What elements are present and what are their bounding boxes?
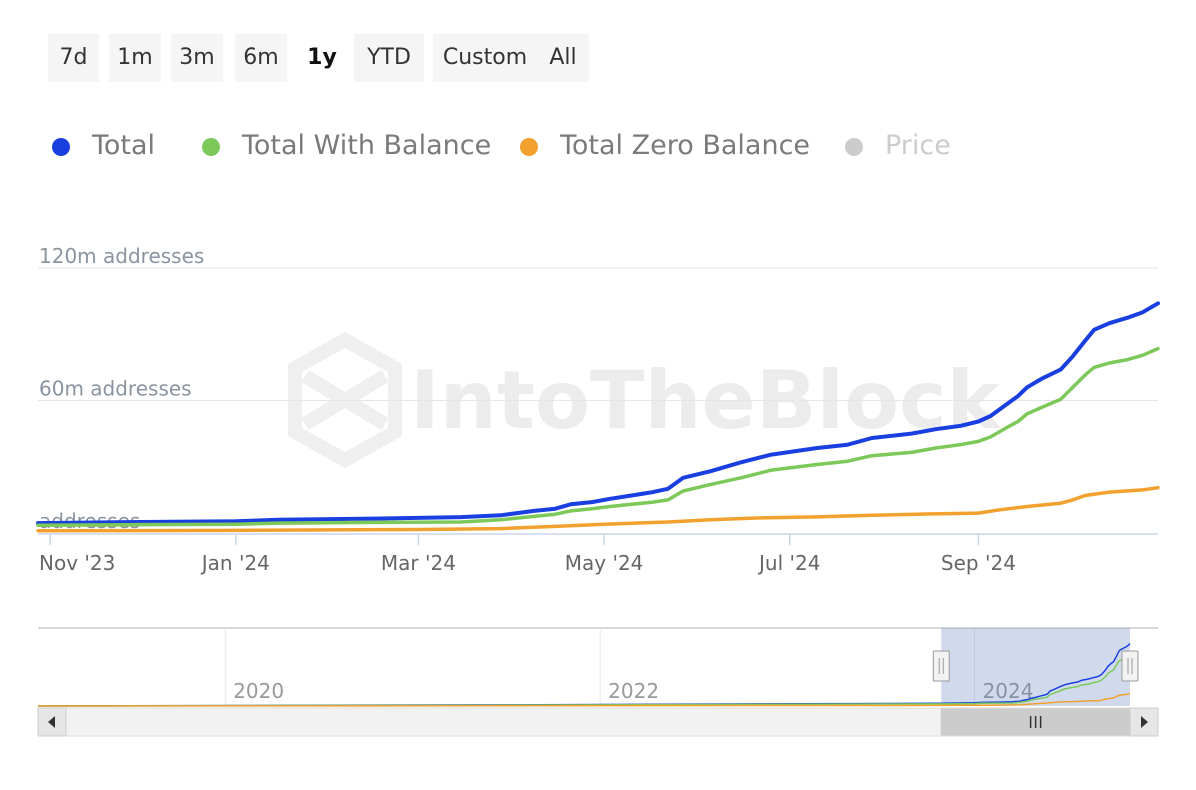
series-line-total — [36, 301, 1160, 526]
navigator-series-total-zero-balance — [37, 692, 1131, 707]
scrollbar-thumb[interactable] — [940, 708, 1131, 736]
navigator-series-total-with-balance — [37, 655, 1131, 707]
navigator-tick-label: 2020 — [233, 679, 284, 703]
y-tick-label: 120m addresses — [39, 244, 204, 268]
watermark: IntoTheBlock — [410, 354, 1001, 447]
range-button-1m[interactable]: 1m — [109, 34, 161, 82]
x-tick-label: Mar '24 — [381, 551, 456, 575]
x-tick-label: May '24 — [565, 551, 644, 575]
navigator-tick-label: 2022 — [608, 679, 659, 703]
range-button-6m[interactable]: 6m — [235, 34, 287, 82]
y-tick-label: 60m addresses — [39, 377, 192, 401]
range-button-7d[interactable]: 7d — [48, 34, 99, 82]
range-button-3m[interactable]: 3m — [171, 34, 223, 82]
range-button-ytd[interactable]: YTD — [354, 34, 424, 82]
legend-marker — [520, 138, 538, 156]
x-tick-label: Nov '23 — [39, 551, 115, 575]
x-tick-label: Jan '24 — [200, 551, 270, 575]
series-line-total-with-balance — [36, 346, 1160, 528]
navigator-left-handle[interactable] — [932, 650, 950, 682]
legend-label: Price — [885, 130, 951, 161]
navigator-series-total — [37, 643, 1131, 707]
legend-label: Total — [92, 130, 156, 161]
scroll-left-button[interactable] — [37, 707, 67, 737]
x-tick-label: Sep '24 — [941, 551, 1016, 575]
watermark-logo — [288, 331, 402, 469]
legend-marker — [845, 138, 863, 156]
y-tick-label: addresses — [39, 509, 140, 533]
legend-marker — [202, 138, 220, 156]
legend-label: Total Zero Balance — [560, 130, 811, 161]
x-tick-label: Jul '24 — [757, 551, 820, 575]
navigator-tick-label: 2024 — [983, 679, 1034, 703]
range-button-all[interactable]: All — [537, 34, 589, 82]
navigator-selection[interactable] — [941, 628, 1130, 706]
range-button-1y[interactable]: 1y — [301, 34, 343, 82]
legend-label: Total With Balance — [242, 130, 492, 161]
scrollbar-track[interactable] — [37, 707, 1159, 737]
range-button-custom[interactable]: Custom — [433, 34, 537, 82]
navigator-right-handle[interactable] — [1121, 650, 1139, 682]
series-line-total-zero-balance — [36, 485, 1160, 533]
scroll-right-button[interactable] — [1129, 707, 1159, 737]
legend-marker — [52, 138, 70, 156]
